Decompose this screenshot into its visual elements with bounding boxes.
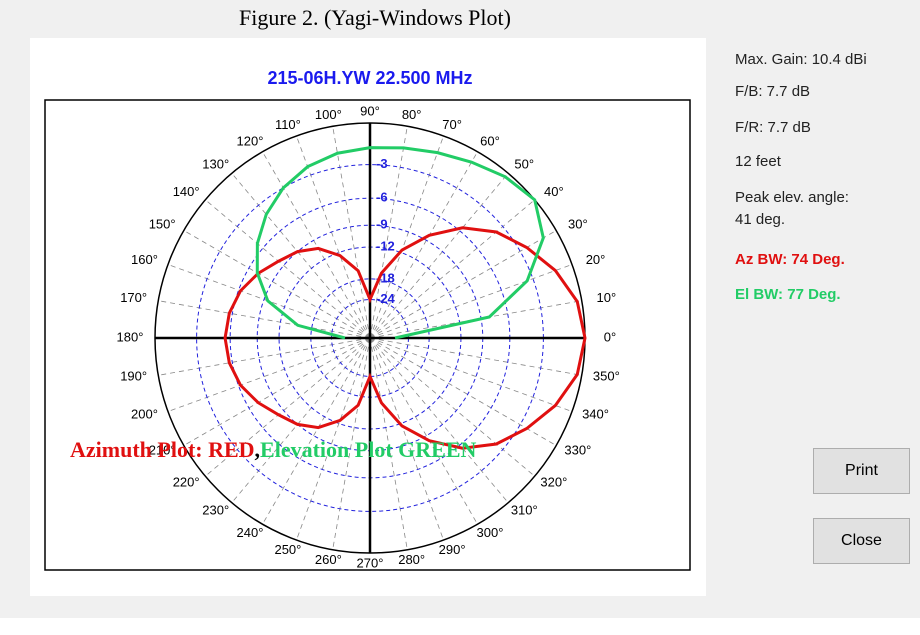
angle-label: 340° (582, 407, 609, 422)
legend-entry: , (255, 437, 261, 462)
angle-label: 260° (315, 552, 342, 567)
angle-label: 220° (173, 475, 200, 490)
bottom-margin (0, 618, 920, 635)
info-line: Az BW: 74 Deg. (735, 251, 845, 268)
angle-label: 160° (131, 252, 158, 267)
legend: Azimuth Plot: RED,Elevation Plot GREEN (70, 437, 476, 462)
angle-label: 200° (131, 407, 158, 422)
angle-label: 40° (544, 184, 564, 199)
angle-label: 100° (315, 107, 342, 122)
legend-entry: Azimuth Plot: RED (70, 437, 255, 462)
angle-label: 50° (514, 156, 534, 171)
info-line: 12 feet (735, 153, 782, 170)
caption: Figure 2. (Yagi-Windows Plot) (239, 5, 511, 30)
angle-label: 180° (117, 329, 144, 344)
close-button[interactable]: Close (813, 518, 910, 564)
angle-label: 230° (202, 503, 229, 518)
angle-label: 240° (237, 525, 264, 540)
angle-label: 0° (604, 329, 616, 344)
info-line: F/R: 7.7 dB (735, 119, 811, 136)
print-button[interactable]: Print (813, 448, 910, 494)
angle-label: 280° (398, 552, 425, 567)
angle-label: 60° (480, 134, 500, 149)
info-line: 41 deg. (735, 211, 785, 228)
angle-label: 330° (564, 442, 591, 457)
angle-label: 300° (477, 525, 504, 540)
angle-label: 80° (402, 107, 422, 122)
info-line: Max. Gain: 10.4 dBi (735, 51, 867, 68)
ring-label: -12 (376, 238, 395, 253)
angle-label: 130° (202, 156, 229, 171)
angle-label: 210° (149, 442, 176, 457)
info-line: Peak elev. angle: (735, 189, 849, 206)
legend-entry: Elevation Plot GREEN (260, 437, 476, 462)
angle-label: 110° (275, 117, 301, 132)
angle-label: 320° (540, 475, 567, 490)
angle-label: 350° (593, 369, 620, 384)
ring-label: -24 (376, 291, 396, 306)
angle-label: 140° (173, 184, 200, 199)
info-line: F/B: 7.7 dB (735, 83, 810, 100)
ring-label: -6 (376, 190, 388, 205)
info-line: El BW: 77 Deg. (735, 286, 841, 303)
pattern-curve (223, 226, 587, 450)
angle-label: 30° (568, 216, 588, 231)
angle-label: 190° (120, 369, 147, 384)
angle-label: 290° (439, 542, 466, 557)
angle-label: 20° (586, 252, 606, 267)
angle-label: 120° (237, 134, 264, 149)
angle-label: 170° (120, 290, 147, 305)
angle-label: 90° (360, 103, 380, 118)
angle-label: 10° (597, 290, 617, 305)
angle-label: 310° (511, 503, 538, 518)
angle-label: 250° (274, 542, 301, 557)
ring-label: -3 (376, 156, 388, 171)
ring-label: -9 (376, 217, 388, 232)
angle-label: 150° (149, 216, 176, 231)
angle-label: 70° (442, 117, 462, 132)
pattern-curve (255, 146, 545, 340)
angle-label: 270° (357, 555, 384, 570)
chart-title: 215-06H.YW 22.500 MHz (267, 68, 472, 88)
